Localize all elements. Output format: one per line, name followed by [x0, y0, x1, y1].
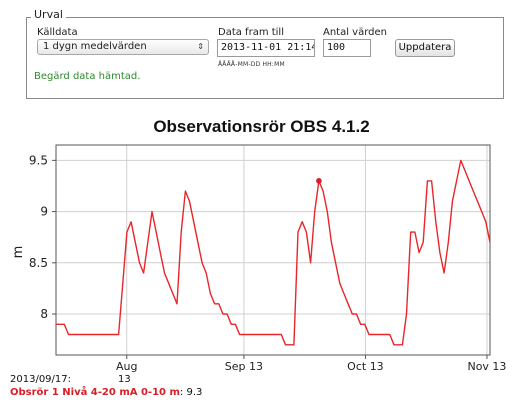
- source-select-value: 1 dygn medelvärden: [43, 41, 147, 52]
- source-select[interactable]: 1 dygn medelvärden ⇕: [37, 39, 209, 55]
- x-tick-label: Nov 13: [467, 360, 506, 373]
- date-input[interactable]: 2013-11-01 21:14: [217, 39, 315, 57]
- plot-area: [55, 144, 491, 356]
- chart-title: Observationsrör OBS 4.1.2: [153, 117, 370, 136]
- readout-separator: :: [179, 387, 187, 398]
- y-tick-label: 8: [40, 307, 48, 321]
- readout-date: 2013/09/17:: [10, 374, 72, 385]
- x-tick-label: Oct 13: [347, 360, 384, 373]
- date-format-hint: ÅÅÅÅ-MM-DD HH:MM: [218, 61, 285, 68]
- select-arrows-icon: ⇕: [197, 42, 204, 51]
- status-message: Begärd data hämtad.: [34, 71, 141, 82]
- update-button[interactable]: Uppdatera: [395, 39, 455, 57]
- x-tick-label: Aug: [116, 360, 137, 373]
- selection-fieldset: [26, 17, 504, 99]
- y-tick-label: 9: [40, 205, 48, 219]
- y-tick-label: 9.5: [29, 153, 48, 167]
- count-input[interactable]: 100: [323, 39, 371, 57]
- count-label: Antal värden: [323, 27, 388, 38]
- readout-value: 9.3: [186, 387, 203, 398]
- readout-hour: 13: [118, 374, 131, 385]
- fieldset-legend: Urval: [31, 8, 66, 21]
- series-line: [56, 159, 491, 346]
- y-axis-label: m: [11, 246, 26, 259]
- date-label: Data fram till: [218, 27, 284, 38]
- x-tick-label: Sep 13: [225, 360, 263, 373]
- y-tick-label: 8.5: [29, 256, 48, 270]
- readout-series-label: Obsrör 1 Nivå 4-20 mA 0-10 m: [10, 387, 180, 398]
- source-label: Källdata: [37, 27, 78, 38]
- highlight-point: [316, 178, 322, 184]
- readout-line: Obsrör 1 Nivå 4-20 mA 0-10 m: 9.3: [10, 387, 202, 398]
